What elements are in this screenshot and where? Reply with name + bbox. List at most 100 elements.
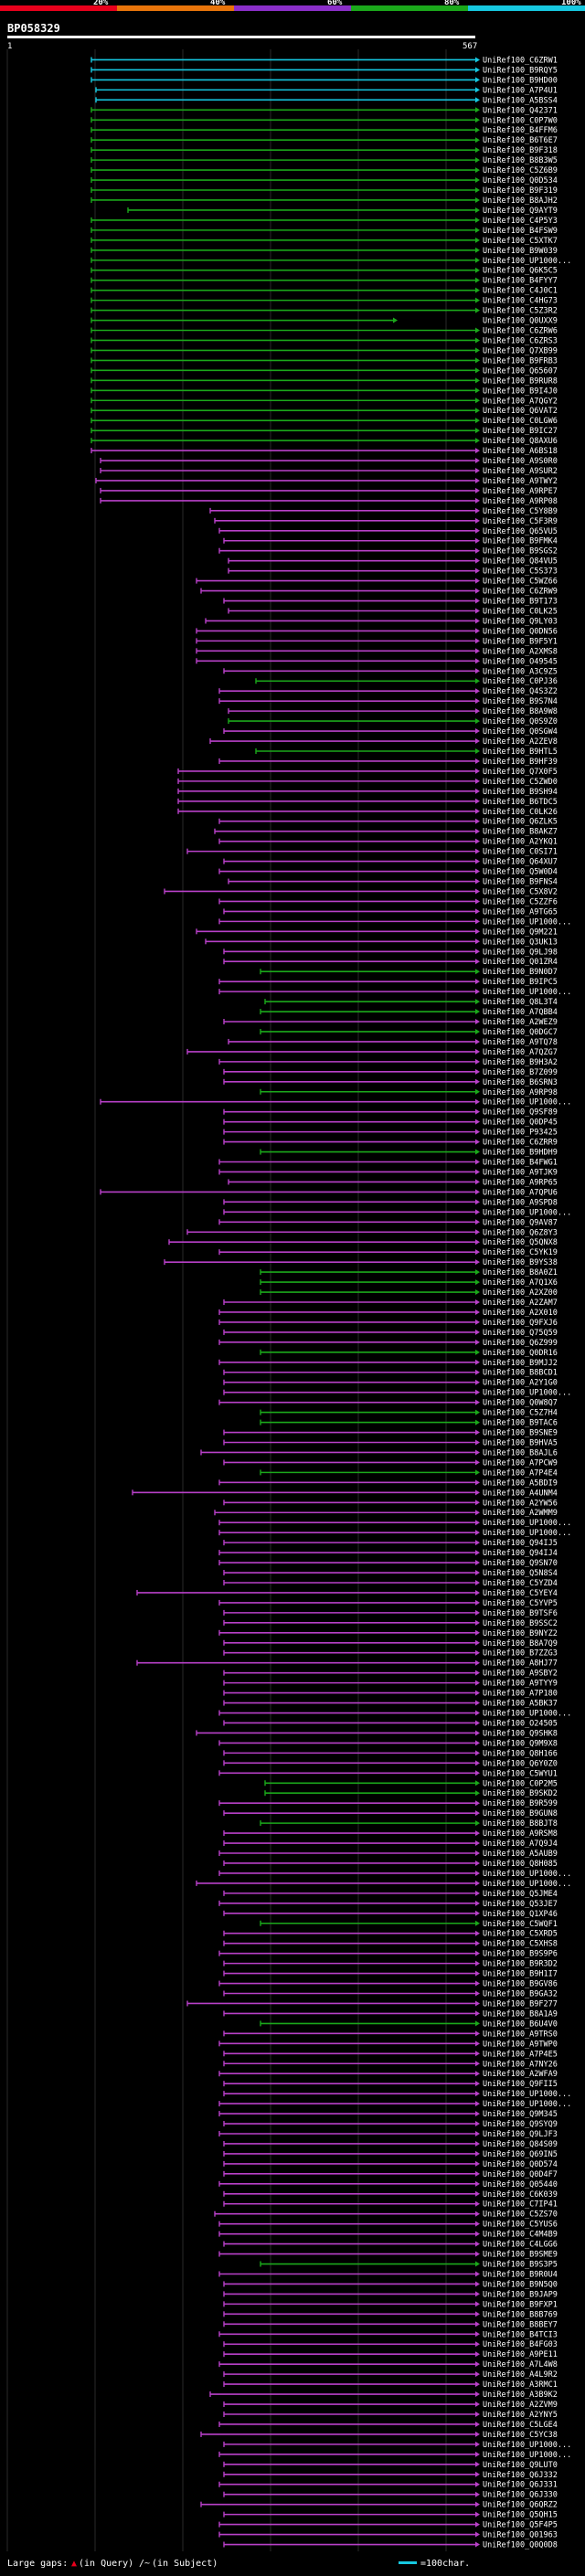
hit-label[interactable]: UniRef100_A9RP65 (483, 1178, 558, 1187)
hit-label[interactable]: UniRef100_A9TYY9 (483, 1680, 558, 1689)
hit-label[interactable]: UniRef100_A4UNM4 (483, 1489, 558, 1498)
hit-label[interactable]: UniRef100_C5XTK7 (483, 237, 558, 246)
hit-label[interactable]: UniRef100_B8A9W8 (483, 707, 558, 716)
hit-label[interactable]: UniRef100_B6U4V0 (483, 2019, 558, 2029)
hit-label[interactable]: UniRef100_B9FRB3 (483, 356, 558, 366)
hit-label[interactable]: UniRef100_B9HTL5 (483, 747, 558, 757)
hit-label[interactable]: UniRef100_C5YUS6 (483, 2221, 558, 2230)
hit-label[interactable]: UniRef100_B4FWG1 (483, 1159, 558, 1168)
hit-label[interactable]: UniRef100_B4FFM6 (483, 126, 558, 135)
hit-label[interactable]: UniRef100_A7P4U1 (483, 86, 558, 95)
hit-label[interactable]: UniRef100_UP1000... (483, 1529, 571, 1538)
hit-label[interactable]: UniRef100_Q0Q0D8 (483, 2541, 558, 2550)
hit-label[interactable]: UniRef100_B4TCI3 (483, 2330, 558, 2339)
hit-label[interactable]: UniRef100_B9NYZ2 (483, 1629, 558, 1638)
hit-label[interactable]: UniRef100_C0LGW6 (483, 417, 558, 426)
hit-label[interactable]: UniRef100_C5YVP5 (483, 1599, 558, 1608)
hit-label[interactable]: UniRef100_UP1000... (483, 257, 571, 266)
hit-label[interactable]: UniRef100_Q6J330 (483, 2491, 558, 2500)
hit-label[interactable]: UniRef100_C6ZRW1 (483, 56, 558, 65)
hit-label[interactable]: UniRef100_Q0DGC7 (483, 1028, 558, 1037)
hit-label[interactable]: UniRef100_B9IPC5 (483, 978, 558, 987)
hit-label[interactable]: UniRef100_B9GUN8 (483, 1809, 558, 1818)
hit-label[interactable]: UniRef100_Q9M9X8 (483, 1739, 558, 1748)
hit-label[interactable]: UniRef100_C0P7W0 (483, 116, 558, 125)
hit-label[interactable]: UniRef100_A9TWY2 (483, 477, 558, 486)
hit-label[interactable]: UniRef100_B4FYY7 (483, 277, 558, 286)
hit-label[interactable]: UniRef100_B6TDC5 (483, 798, 558, 807)
hit-label[interactable]: UniRef100_A9TG65 (483, 907, 558, 917)
hit-label[interactable]: UniRef100_Q01ZR4 (483, 958, 558, 967)
hit-label[interactable]: UniRef100_Q6ZLK5 (483, 818, 558, 827)
hit-label[interactable]: UniRef100_C5ZZF6 (483, 897, 558, 906)
hit-label[interactable]: UniRef100_B9S7N4 (483, 697, 558, 706)
hit-label[interactable]: UniRef100_Q9M345 (483, 2110, 558, 2119)
hit-label[interactable]: UniRef100_Q65607 (483, 366, 558, 376)
hit-label[interactable]: UniRef100_B9R3D2 (483, 1960, 558, 1969)
hit-label[interactable]: UniRef100_A7QPU6 (483, 1188, 558, 1197)
hit-label[interactable]: UniRef100_A9RP98 (483, 1088, 558, 1097)
hit-label[interactable]: UniRef100_B9S3P5 (483, 2261, 558, 2270)
hit-label[interactable]: UniRef100_B9RUR8 (483, 376, 558, 386)
hit-label[interactable]: UniRef100_UP1000... (483, 2090, 571, 2099)
hit-label[interactable]: UniRef100_Q05440 (483, 2180, 558, 2189)
hit-label[interactable]: UniRef100_B9FMK4 (483, 537, 558, 546)
hit-label[interactable]: UniRef100_B9F318 (483, 146, 558, 155)
hit-label[interactable]: UniRef100_Q4S3Z2 (483, 687, 558, 696)
hit-label[interactable]: UniRef100_C5LGE4 (483, 2421, 558, 2430)
hit-label[interactable]: UniRef100_Q9LJ98 (483, 948, 558, 957)
hit-label[interactable]: UniRef100_B9H3A2 (483, 1058, 558, 1067)
hit-label[interactable]: UniRef100_B8BCD1 (483, 1369, 558, 1378)
hit-label[interactable]: UniRef100_Q9SN70 (483, 1559, 558, 1568)
hit-label[interactable]: UniRef100_A2YKQ1 (483, 838, 558, 847)
hit-label[interactable]: UniRef100_Q9SYQ9 (483, 2120, 558, 2129)
hit-label[interactable]: UniRef100_C5S373 (483, 567, 558, 577)
hit-label[interactable]: UniRef100_B4FG03 (483, 2340, 558, 2349)
hit-label[interactable]: UniRef100_C5YC38 (483, 2431, 558, 2440)
hit-label[interactable]: UniRef100_A7NY26 (483, 2060, 558, 2069)
hit-label[interactable]: UniRef100_Q9SF89 (483, 1108, 558, 1118)
hit-label[interactable]: UniRef100_A7PCW9 (483, 1458, 558, 1468)
hit-label[interactable]: UniRef100_Q0DN56 (483, 627, 558, 636)
hit-label[interactable]: UniRef100_Q0SGW4 (483, 727, 558, 737)
hit-label[interactable]: UniRef100_UP1000... (483, 917, 571, 927)
hit-label[interactable]: UniRef100_UP1000... (483, 1710, 571, 1719)
hit-label[interactable]: UniRef100_B9H1I7 (483, 1970, 558, 1979)
hit-label[interactable]: UniRef100_UP1000... (483, 2100, 571, 2109)
hit-label[interactable]: UniRef100_B9JAP9 (483, 2290, 558, 2299)
hit-label[interactable]: UniRef100_C4LGG6 (483, 2241, 558, 2250)
hit-label[interactable]: UniRef100_Q0D4F7 (483, 2170, 558, 2179)
hit-label[interactable]: UniRef100_A7Q1X6 (483, 1278, 558, 1288)
hit-label[interactable]: UniRef100_A3RMC1 (483, 2380, 558, 2390)
hit-label[interactable]: UniRef100_Q5JME4 (483, 1890, 558, 1899)
hit-label[interactable]: UniRef100_Q0UXX9 (483, 317, 558, 326)
hit-label[interactable]: UniRef100_A9S0R0 (483, 457, 558, 466)
hit-label[interactable]: UniRef100_A4L9R2 (483, 2370, 558, 2380)
hit-label[interactable]: UniRef100_B8AKZ7 (483, 828, 558, 837)
hit-label[interactable]: UniRef100_C4P5Y3 (483, 217, 558, 226)
hit-label[interactable]: UniRef100_UP1000... (483, 1870, 571, 1879)
hit-label[interactable]: UniRef100_C5WYU1 (483, 1769, 558, 1778)
hit-label[interactable]: UniRef100_B9IC27 (483, 427, 558, 436)
hit-label[interactable]: UniRef100_Q5QH15 (483, 2511, 558, 2520)
hit-label[interactable]: UniRef100_B9TAC6 (483, 1419, 558, 1428)
hit-label[interactable]: UniRef100_Q69IN5 (483, 2150, 558, 2159)
hit-label[interactable]: UniRef100_B9FXP1 (483, 2300, 558, 2309)
hit-label[interactable]: UniRef100_Q0DP45 (483, 1118, 558, 1128)
hit-label[interactable]: UniRef100_B9FNS4 (483, 878, 558, 887)
hit-label[interactable]: UniRef100_B9HVA5 (483, 1438, 558, 1447)
hit-label[interactable]: UniRef100_A9SPD8 (483, 1198, 558, 1207)
hit-label[interactable]: UniRef100_B9HF39 (483, 758, 558, 767)
hit-label[interactable]: UniRef100_A5BSS4 (483, 96, 558, 105)
hit-label[interactable]: UniRef100_Q5W0D4 (483, 868, 558, 877)
hit-label[interactable]: UniRef100_A9PE11 (483, 2350, 558, 2359)
hit-label[interactable]: UniRef100_A5AUB9 (483, 1850, 558, 1859)
hit-label[interactable]: UniRef100_A2WMM9 (483, 1509, 558, 1518)
hit-label[interactable]: UniRef100_A5BK37 (483, 1700, 558, 1709)
hit-label[interactable]: UniRef100_A8HJ77 (483, 1659, 558, 1669)
hit-label[interactable]: UniRef100_B8AJH2 (483, 196, 558, 206)
hit-label[interactable]: UniRef100_UP1000... (483, 2441, 571, 2450)
hit-label[interactable]: UniRef100_UP1000... (483, 1880, 571, 1889)
hit-label[interactable]: UniRef100_B9F5Y1 (483, 637, 558, 646)
hit-label[interactable]: UniRef100_C4M4B9 (483, 2231, 558, 2240)
